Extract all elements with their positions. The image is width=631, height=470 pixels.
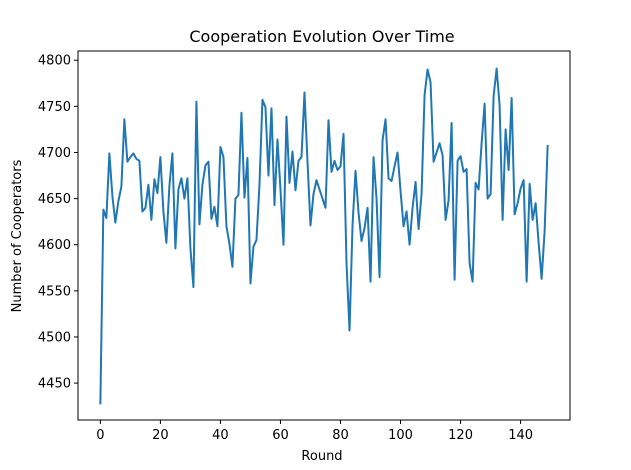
chart-title: Cooperation Evolution Over Time — [189, 27, 454, 46]
x-tick-label: 40 — [212, 428, 229, 443]
x-tick-label: 20 — [152, 428, 169, 443]
y-axis-ticks: 4450 4500 4550 4600 4650 4700 4750 4800 — [38, 54, 78, 392]
x-axis-label: Round — [301, 449, 342, 464]
y-axis-label: Number of Cooperators — [10, 159, 25, 312]
y-tick-label: 4700 — [38, 146, 71, 161]
y-tick-label: 4450 — [38, 377, 71, 392]
x-tick-label: 120 — [448, 428, 473, 443]
x-tick-label: 60 — [272, 428, 289, 443]
x-tick-label: 80 — [332, 428, 349, 443]
cooperators-series-line — [99, 67, 549, 405]
plot-area-frame — [77, 50, 571, 421]
y-tick-label: 4650 — [38, 192, 71, 207]
y-tick-label: 4500 — [38, 330, 71, 345]
x-tick-label: 140 — [508, 428, 533, 443]
x-tick-label: 100 — [388, 428, 413, 443]
x-axis-ticks: 0 20 40 60 80 100 120 140 — [96, 420, 533, 443]
y-tick-label: 4800 — [38, 54, 71, 69]
y-tick-label: 4750 — [38, 100, 71, 115]
y-tick-label: 4600 — [38, 238, 71, 253]
y-tick-label: 4550 — [38, 284, 71, 299]
x-tick-label: 0 — [96, 428, 104, 443]
